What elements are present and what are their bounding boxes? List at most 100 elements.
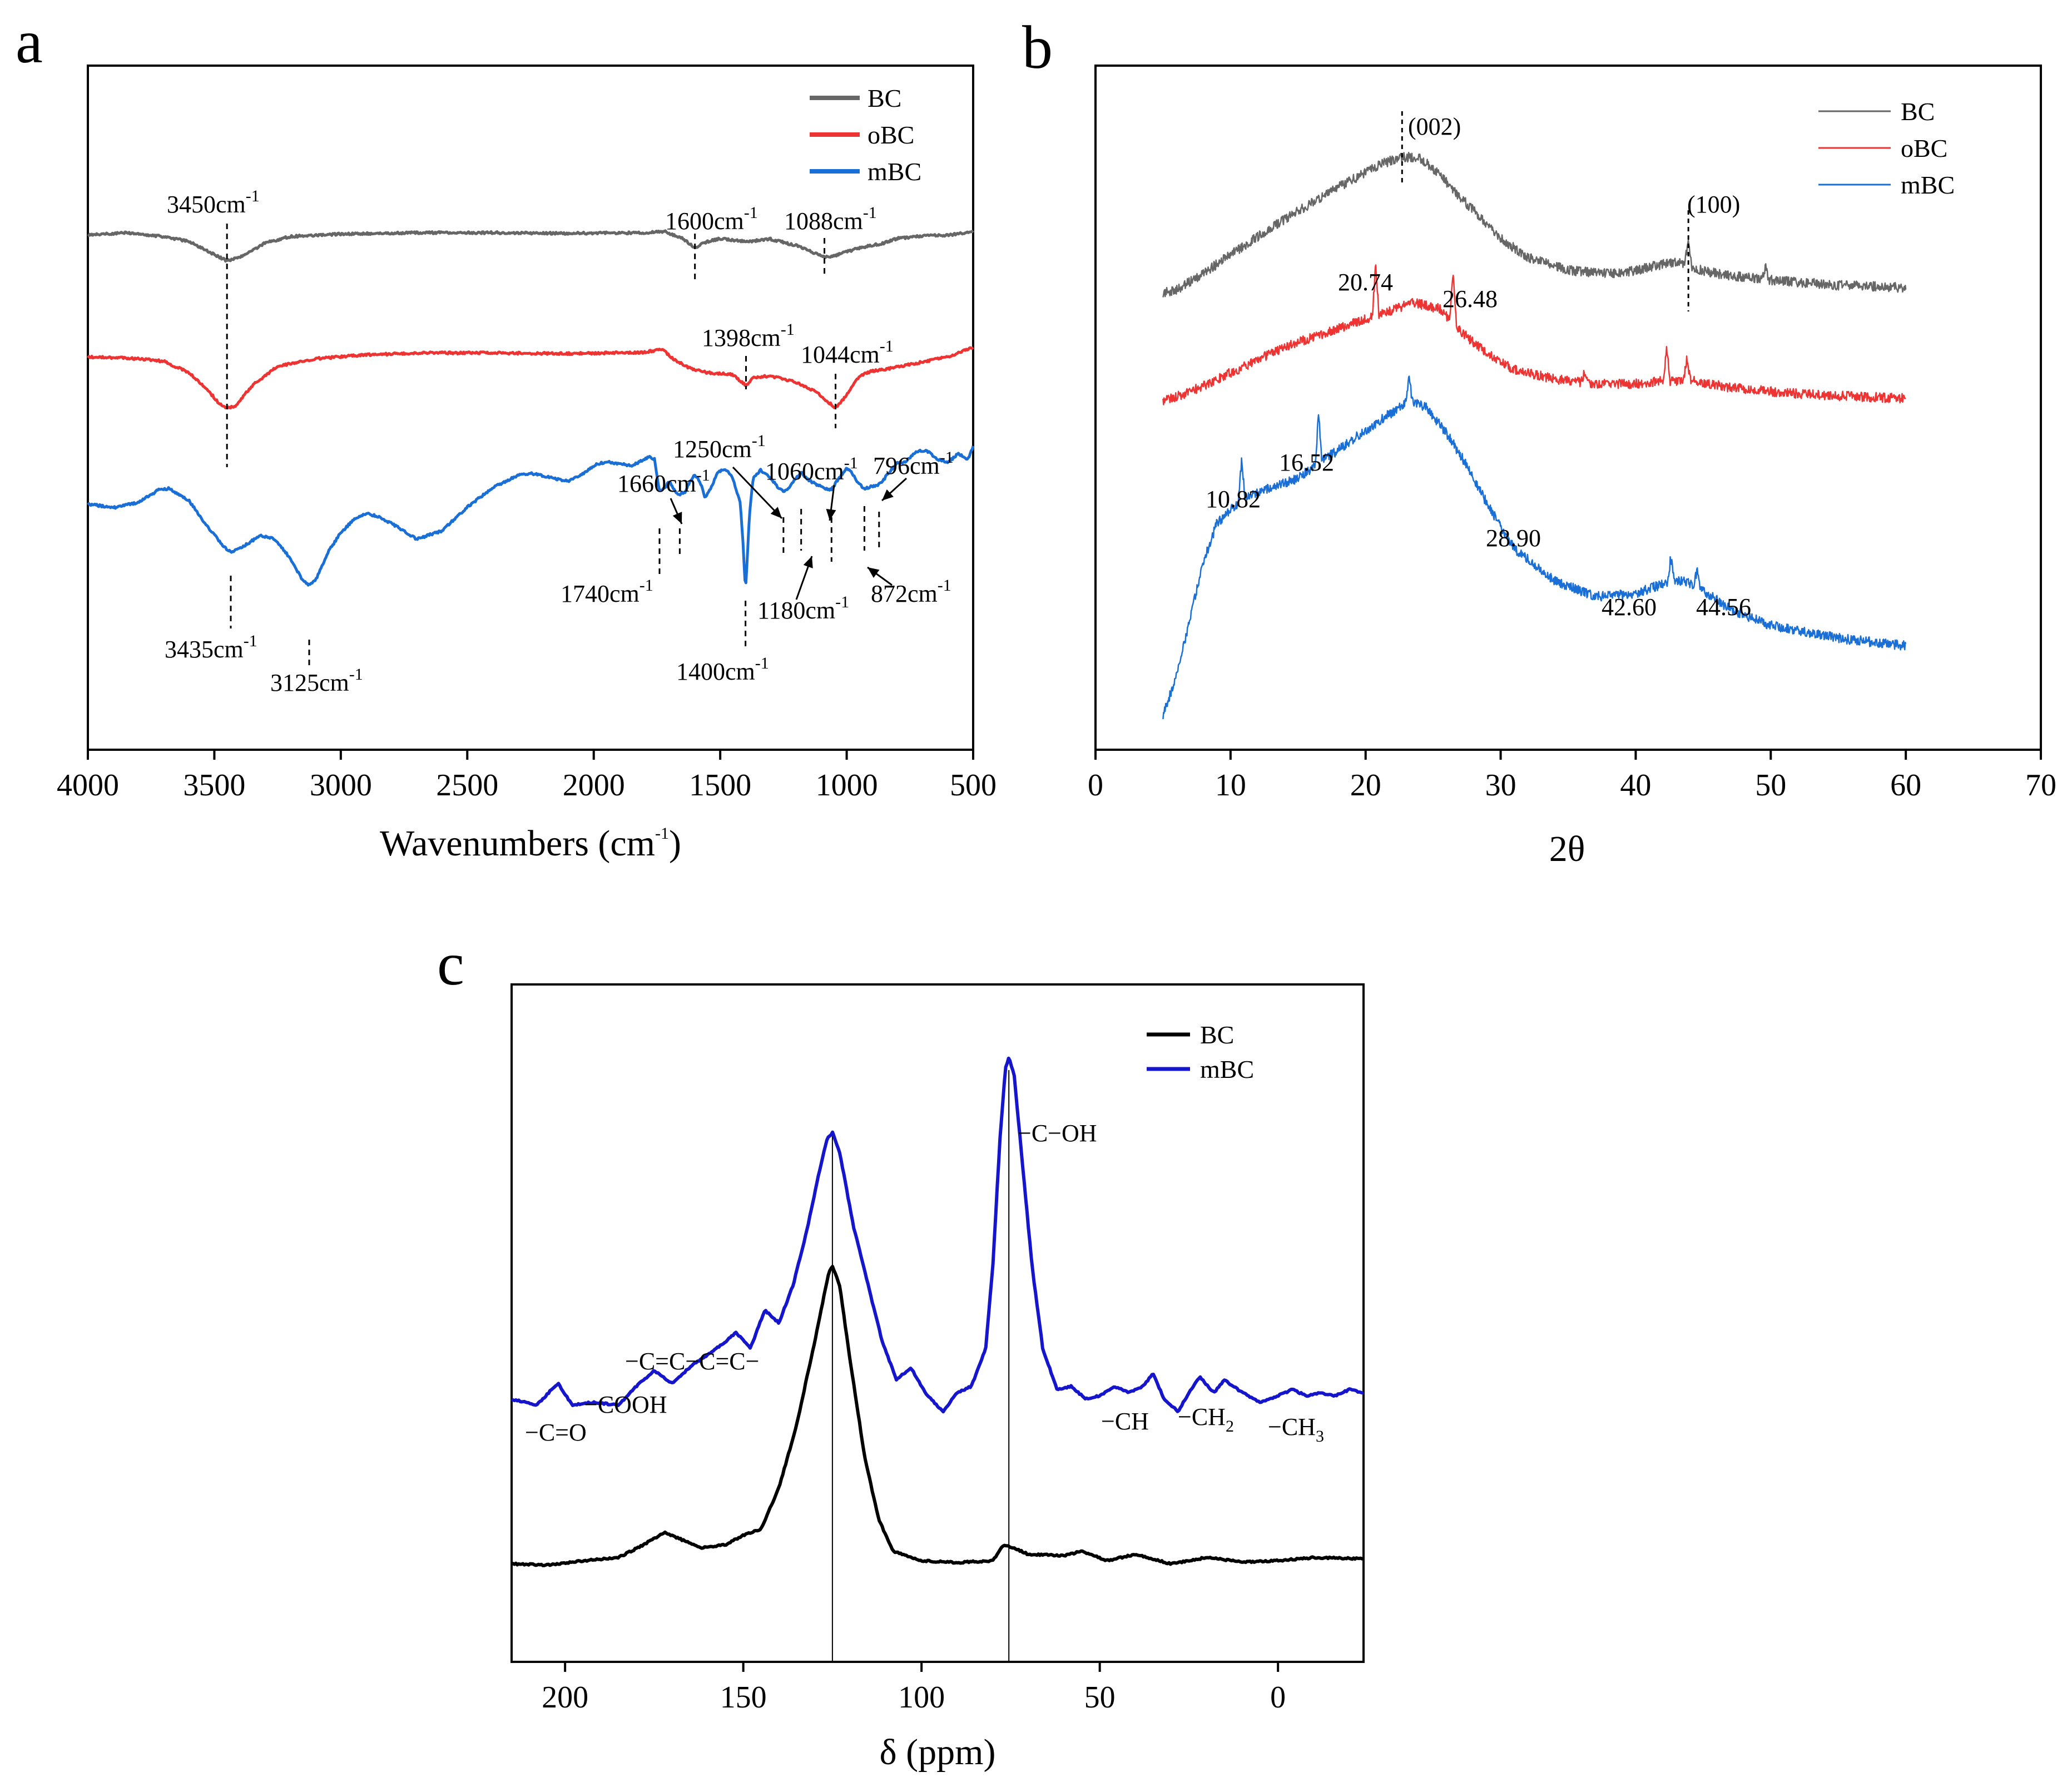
panel-c-reference-lines [831, 1070, 1010, 1662]
panel-c: c 200 150 100 50 0 −C−OH −C=C−C=C− −COOH −C=… [437, 930, 1365, 1773]
x-tick-label: 50 [1084, 1680, 1116, 1715]
ann-arrow-796-head [882, 489, 894, 501]
ann-a-1660: 1660cm-1 [617, 466, 710, 497]
ann-a-3125: 3125cm-1 [270, 665, 363, 696]
x-tick-label: 70 [2025, 768, 2056, 803]
panel-c-series [510, 1056, 1364, 1567]
x-tick-label: 20 [1350, 768, 1381, 803]
ann-b-4456: 44.56 [1696, 593, 1751, 621]
legend-a-bc-label: BC [868, 84, 901, 112]
ann-a-1088: 1088cm-1 [784, 204, 877, 235]
series-bc-line [87, 229, 974, 263]
x-tick-label: 0 [1270, 1680, 1286, 1715]
ann-b-4260: 42.60 [1602, 593, 1657, 621]
x-tick-label: 500 [950, 768, 997, 803]
x-tick-label: 60 [1890, 768, 1921, 803]
x-tick-label: 30 [1485, 768, 1516, 803]
x-tick-label: 100 [898, 1680, 945, 1715]
ann-c-ch: −CH [1101, 1408, 1149, 1435]
ann-a-3435: 3435cm-1 [165, 632, 257, 663]
ann-c-cooh: −COOH [584, 1391, 667, 1418]
x-tick-label: 10 [1215, 768, 1246, 803]
panel-b-annotation-lines [1401, 111, 1689, 311]
series-mbc-line [1162, 375, 1907, 720]
x-tick-label: 200 [542, 1680, 588, 1715]
panel-b-legend: BC oBC mBC [1818, 97, 1955, 199]
ann-a-1060: 1060cm-1 [765, 454, 858, 485]
ann-a-1600: 1600cm-1 [665, 204, 758, 235]
panel-c-legend: BC mBC [1147, 1021, 1254, 1083]
ann-arrow-1250-head [770, 507, 782, 518]
panel-b-series [1162, 152, 1907, 720]
ann-b-100: (100) [1687, 191, 1740, 218]
ann-a-1250: 1250cm-1 [673, 432, 766, 463]
panel-b-x-title: 2θ [1549, 829, 1585, 869]
panel-a-series [86, 229, 975, 587]
panel-c-annotations: −C−OH −C=C−C=C− −COOH −C=O −CH −CH2 −CH3 [525, 1120, 1324, 1446]
ann-b-002: (002) [1408, 113, 1461, 140]
x-tick-label: 0 [1088, 768, 1103, 803]
panel-a-annotation-lines [226, 224, 908, 667]
series-mbc-line [87, 445, 975, 587]
ann-arrow-1180-head [803, 556, 813, 568]
x-tick-label: 2000 [563, 768, 625, 803]
ann-b-1082: 10.82 [1206, 486, 1261, 513]
ann-a-1398: 1398cm-1 [702, 320, 795, 352]
ann-arrow-1060-head [826, 509, 836, 521]
ann-b-1652: 16.52 [1279, 449, 1334, 476]
legend-a-obc-label: oBC [868, 121, 914, 149]
ann-arrow-1250 [732, 466, 783, 519]
x-tick-label: 40 [1620, 768, 1651, 803]
ann-c-ch3: −CH3 [1268, 1413, 1324, 1446]
x-tick-label: 3500 [183, 768, 245, 803]
ann-a-1180: 1180cm-1 [757, 593, 849, 624]
panel-c-x-title: δ (ppm) [880, 1732, 996, 1773]
ann-a-872: 872cm-1 [871, 576, 951, 607]
x-tick-label: 2500 [436, 768, 498, 803]
legend-c-bc-label: BC [1200, 1021, 1234, 1049]
x-tick-label: 50 [1755, 768, 1786, 803]
panel-a: a 4000 3500 3000 2500 2000 1500 1000 500 3450cm… [16, 8, 997, 864]
panel-c-letter: c [437, 930, 464, 998]
x-tick-label: 1500 [689, 768, 751, 803]
legend-b-obc-label: oBC [1901, 134, 1947, 162]
panel-a-letter: a [16, 8, 43, 76]
panel-a-legend: BC oBC mBC [810, 84, 921, 186]
ann-a-3450: 3450cm-1 [167, 187, 260, 218]
panel-a-frame [87, 65, 974, 751]
x-tick-label: 1000 [816, 768, 878, 803]
series-obc-line [1162, 264, 1906, 405]
ann-c-cccc: −C=C−C=C− [625, 1348, 759, 1375]
panel-c-x-axis: 200 150 100 50 0 [542, 1662, 1286, 1715]
x-tick-label: 150 [720, 1680, 767, 1715]
ann-c-ch2: −CH2 [1178, 1403, 1234, 1435]
ann-c-co: −C=O [525, 1419, 587, 1446]
panel-c-frame [510, 983, 1365, 1663]
series-mbc-line [510, 1056, 1364, 1414]
series-bc-line [510, 1265, 1364, 1567]
legend-a-mbc-label: mBC [868, 157, 921, 186]
panel-a-annotations: 3450cm-1 1600cm-1 1088cm-1 1398cm-1 1044… [165, 187, 954, 696]
ann-a-796: 796cm-1 [873, 448, 954, 479]
x-tick-label: 3000 [310, 768, 372, 803]
legend-b-bc-label: BC [1901, 97, 1935, 126]
panel-a-x-axis: 4000 3500 3000 2500 2000 1500 1000 500 [57, 750, 997, 803]
ann-b-2074: 20.74 [1338, 269, 1393, 296]
panel-b-frame [1094, 65, 2042, 751]
panel-b: b 0 10 20 30 40 50 60 70 (002) (100) 20.74 26.4… [1022, 13, 2056, 869]
ann-arrow-872-head [868, 567, 880, 578]
series-obc-line [86, 346, 974, 410]
panel-b-letter: b [1022, 13, 1053, 81]
panel-b-annotations: (002) (100) 20.74 26.48 10.82 16.52 28.9… [1206, 113, 1751, 621]
ann-c-coh: −C−OH [1018, 1120, 1097, 1147]
ann-a-1400: 1400cm-1 [676, 654, 769, 685]
ann-a-1044: 1044cm-1 [801, 337, 894, 368]
ann-b-2648: 26.48 [1443, 285, 1498, 313]
panel-a-x-title: Wavenumbers (cm-1) [380, 823, 681, 864]
x-tick-label: 4000 [57, 768, 119, 803]
series-bc-line [1162, 152, 1907, 298]
panel-b-x-axis: 0 10 20 30 40 50 60 70 [1088, 750, 2056, 803]
legend-c-mbc-label: mBC [1200, 1055, 1254, 1083]
legend-b-mbc-label: mBC [1901, 171, 1955, 199]
